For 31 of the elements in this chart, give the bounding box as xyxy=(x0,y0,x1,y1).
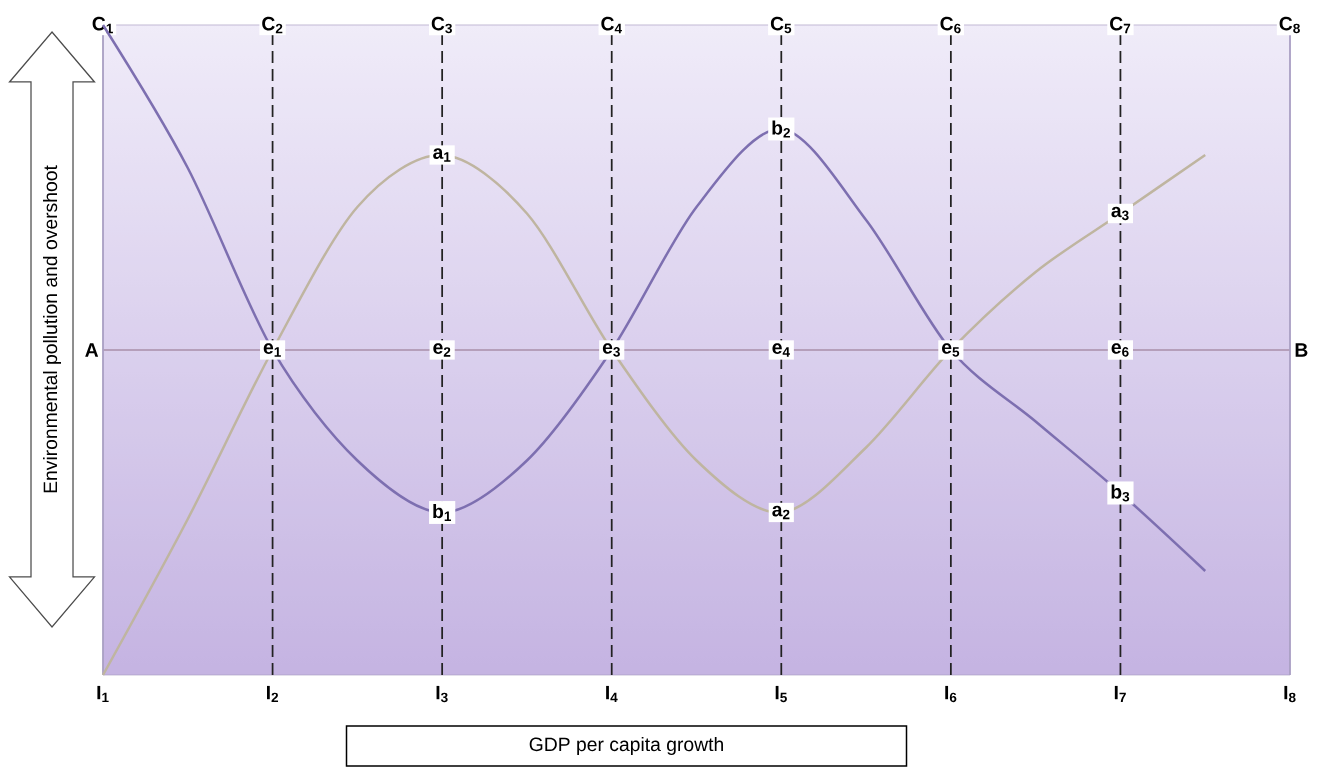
ref-line-label: C$_{5}$ xyxy=(770,16,792,34)
annotation: e$_{3}$ xyxy=(602,343,620,357)
annotation: e$_{5}$ xyxy=(942,343,960,357)
annotation: e$_{1}$ xyxy=(263,343,281,357)
x-tick-label: I$_{4}$ xyxy=(606,685,618,703)
annotation: A xyxy=(85,343,99,357)
annotation: e$_{6}$ xyxy=(1111,343,1129,357)
ref-line-label: C$_{7}$ xyxy=(1110,16,1131,34)
ref-line-label: C$_{3}$ xyxy=(431,16,452,34)
y-axis-title: Environmental pollution and overshoot xyxy=(43,165,61,493)
annotation: B xyxy=(1295,343,1308,357)
annotation: b$_{2}$ xyxy=(772,120,790,138)
annotation: e$_{2}$ xyxy=(433,343,451,357)
ref-line-label: C$_{4}$ xyxy=(601,16,622,34)
x-tick-label: I$_{7}$ xyxy=(1114,685,1126,703)
annotation: e$_{4}$ xyxy=(772,343,790,357)
x-tick-label: I$_{5}$ xyxy=(775,685,787,703)
x-tick-label: I$_{3}$ xyxy=(436,685,448,703)
annotation: a$_{2}$ xyxy=(772,505,790,520)
annotation: a$_{1}$ xyxy=(433,148,451,162)
x-tick-label: I$_{1}$ xyxy=(97,685,109,703)
annotation: b$_{3}$ xyxy=(1111,484,1130,502)
x-axis-title: GDP per capita growth xyxy=(529,736,723,755)
x-tick-label: I$_{2}$ xyxy=(266,685,279,703)
annotation: a$_{3}$ xyxy=(1111,206,1129,221)
ref-line-label: C$_{8}$ xyxy=(1279,16,1300,34)
x-tick-label: I$_{8}$ xyxy=(1284,685,1296,703)
annotation: b$_{1}$ xyxy=(433,504,451,521)
x-tick-label: I$_{6}$ xyxy=(945,685,957,703)
ref-line-label: C$_{6}$ xyxy=(940,16,961,34)
ref-line-label: C$_{2}$ xyxy=(262,16,283,34)
